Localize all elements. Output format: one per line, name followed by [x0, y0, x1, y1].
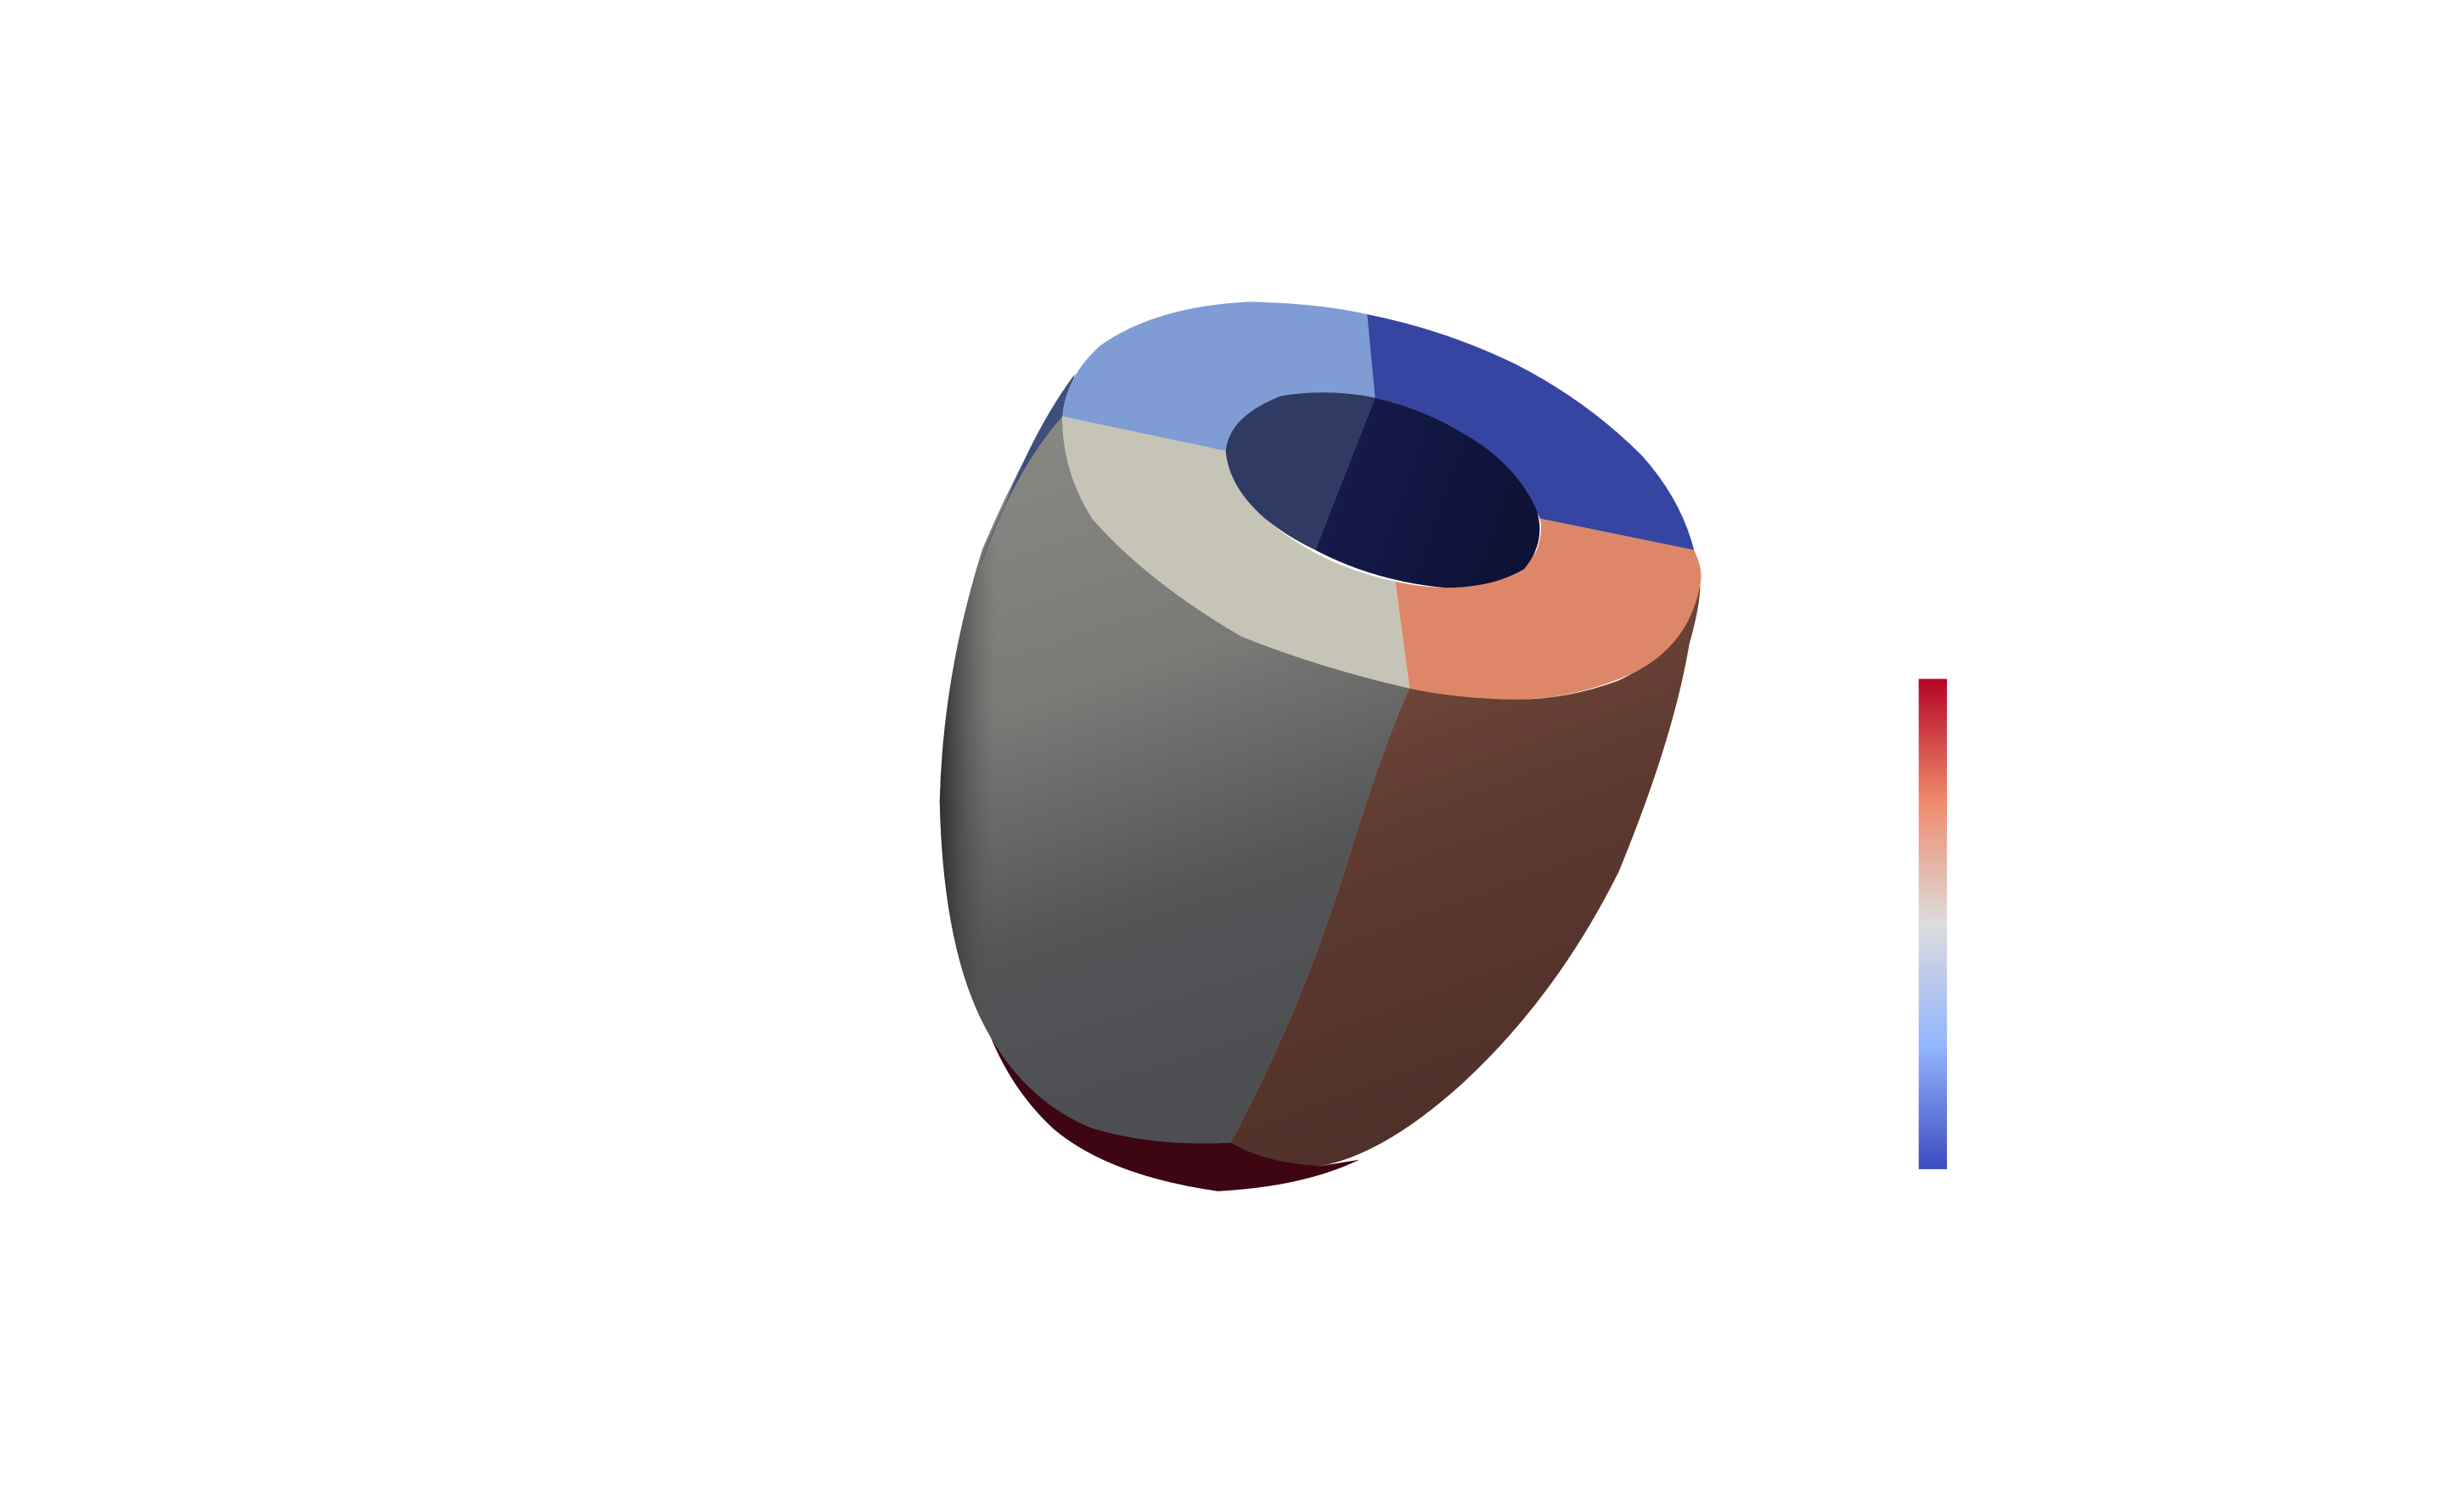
side-edge-blue: [980, 374, 1075, 566]
side-brown: [1230, 584, 1701, 1167]
top-dark-blue: [1367, 314, 1695, 550]
inner-right: [1315, 397, 1540, 588]
colorbar: [1918, 678, 1948, 1169]
inner-left: [1225, 392, 1375, 550]
top-orange: [1395, 518, 1702, 700]
top-light-blue: [1062, 301, 1375, 452]
top-beige: [1062, 416, 1410, 689]
side-gray-shade: [939, 374, 1410, 1144]
